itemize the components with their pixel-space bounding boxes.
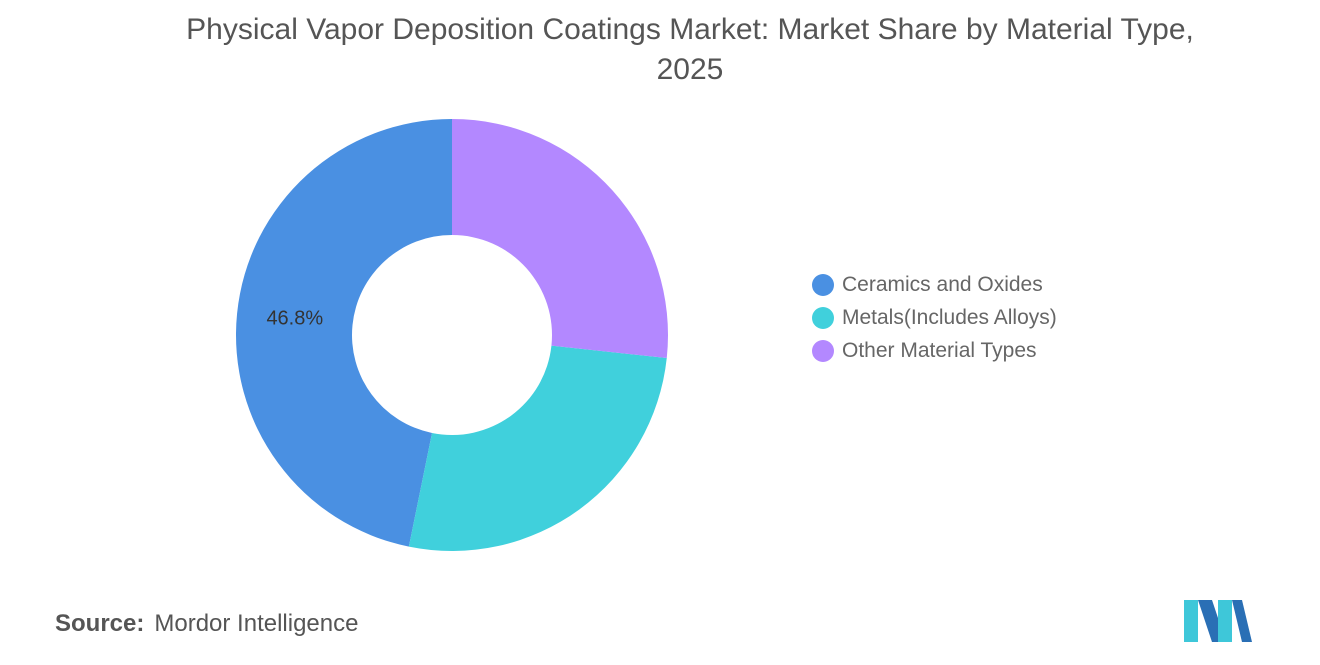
title-line-1: Physical Vapor Deposition Coatings Marke…	[186, 13, 1194, 46]
slice-ceramics	[236, 119, 452, 547]
legend-swatch-ceramics	[812, 273, 834, 296]
legend-swatch-metals	[812, 306, 834, 329]
slice-other	[452, 119, 669, 359]
legend-swatch-other	[812, 339, 834, 362]
legend-item-other: Other Material Types	[812, 334, 1057, 367]
mordor-intelligence-logo-icon	[1184, 600, 1252, 642]
slice-metals	[408, 345, 667, 551]
legend-item-metals: Metals(Includes Alloys)	[812, 301, 1057, 334]
chart-title: Physical Vapor Deposition Coatings Marke…	[0, 10, 1320, 90]
source-value: Mordor Intelligence	[154, 610, 359, 637]
source-note: Source: Mordor Intelligence	[55, 610, 358, 638]
legend-label-other: Other Material Types	[842, 338, 1037, 362]
legend-label-ceramics: Ceramics and Oxides	[842, 272, 1043, 296]
source-label: Source:	[55, 610, 145, 637]
legend-item-ceramics: Ceramics and Oxides	[812, 268, 1057, 301]
data-label-ceramics: 46.8%	[266, 307, 323, 329]
title-line-2: 2025	[656, 53, 724, 86]
legend-label-metals: Metals(Includes Alloys)	[842, 305, 1057, 329]
legend: Ceramics and Oxides Metals(Includes Allo…	[812, 268, 1057, 367]
